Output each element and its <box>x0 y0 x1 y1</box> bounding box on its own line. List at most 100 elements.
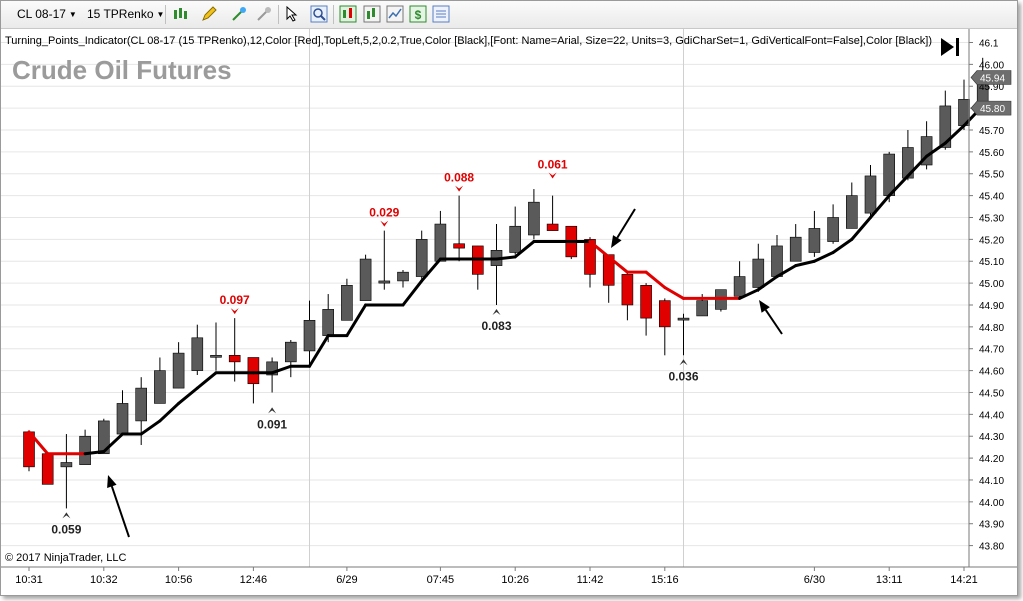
copyright-text: © 2017 NinjaTrader, LLC <box>5 552 126 564</box>
y-tick-label: 45.30 <box>979 213 1004 224</box>
candle-body <box>191 337 204 371</box>
candle-body <box>640 285 652 319</box>
y-tick-label: 43.80 <box>979 542 1004 553</box>
candle <box>172 342 185 389</box>
candle-body <box>509 225 522 253</box>
dollar-icon[interactable]: $ <box>409 5 427 23</box>
trailing-stop-segment <box>794 259 816 268</box>
price-marker-label: 45.94 <box>980 73 1005 84</box>
candle-body <box>322 309 335 336</box>
toolbar-divider <box>278 5 279 24</box>
candlestick-style-icon[interactable] <box>172 5 190 23</box>
candle <box>116 390 129 435</box>
candle-body <box>453 243 465 249</box>
draw-objects-icon[interactable] <box>255 5 273 23</box>
candle <box>434 210 447 262</box>
candle-body <box>116 403 129 435</box>
candle-body <box>789 236 802 262</box>
candle-body <box>359 258 372 301</box>
candle-body <box>902 147 914 179</box>
strategy-icon[interactable] <box>363 5 381 23</box>
candle-body <box>733 276 746 297</box>
trailing-stop-segment <box>906 154 929 178</box>
candle <box>677 313 690 356</box>
candle <box>528 189 540 240</box>
candle-body <box>696 300 709 317</box>
candle <box>752 243 765 292</box>
toolbar-divider <box>333 5 334 24</box>
trailing-stop-segment <box>588 240 611 259</box>
scroll-to-end-icon[interactable] <box>941 38 959 56</box>
period-selector[interactable]: 15 TPRenko ▼ <box>87 7 165 21</box>
candle <box>228 318 241 382</box>
turning-point-high-icon <box>230 308 239 315</box>
arrow-shaft <box>616 208 636 239</box>
trailing-stop-segment <box>607 255 629 274</box>
turning-point-label: 0.088 <box>444 171 474 185</box>
x-tick-label: 13:11 <box>876 574 903 586</box>
y-tick-label: 44.50 <box>979 388 1004 399</box>
candle-body <box>845 195 858 229</box>
chart-title: Crude Oil Futures <box>12 55 232 85</box>
candle <box>715 289 727 312</box>
turning-point-marker: 0.061 <box>538 157 568 179</box>
properties-icon[interactable] <box>432 5 450 23</box>
turning-point-low-icon <box>62 512 71 519</box>
turning-point-label: 0.061 <box>538 157 568 171</box>
y-tick-label: 44.70 <box>979 345 1004 356</box>
candle <box>60 434 73 509</box>
trailing-stop-segment <box>869 194 891 219</box>
candle-body <box>827 217 839 242</box>
candle-body <box>397 271 409 282</box>
annotation-arrow-icon <box>107 475 130 538</box>
trailing-stop-segment <box>925 141 947 158</box>
x-tick-label: 12:46 <box>240 574 268 586</box>
candle <box>808 210 821 257</box>
y-tick-label: 45.50 <box>979 170 1004 181</box>
trailing-stop-segment <box>495 255 517 261</box>
candle-body <box>41 453 54 485</box>
x-tick-label: 10:31 <box>15 574 43 586</box>
trailing-stop-segment <box>756 275 779 292</box>
candle-body <box>98 420 110 455</box>
arrow-head <box>107 475 117 488</box>
candle <box>453 195 465 262</box>
candle-body <box>228 354 241 363</box>
chart-trader-icon[interactable] <box>339 5 357 23</box>
cursor-icon[interactable] <box>284 5 302 23</box>
candle-body <box>864 175 877 214</box>
chart-toolbar: CL 08-17 ▼ 15 TPRenko ▼ <box>1 1 1017 29</box>
trailing-stop-segment <box>738 288 760 300</box>
candle-body <box>621 274 634 306</box>
turning-point-label: 0.091 <box>257 417 287 431</box>
arrow-head <box>759 300 770 313</box>
instrument-selector[interactable]: CL 08-17 ▼ <box>17 7 77 21</box>
candle <box>902 129 914 181</box>
y-tick-label: 45.10 <box>979 257 1004 268</box>
trailing-stop-segment <box>775 264 798 279</box>
x-tick-label: 6/29 <box>336 574 357 586</box>
price-marker: 45.94 <box>970 70 1012 85</box>
trailing-stop-segment <box>27 430 50 456</box>
trailing-stop-segment <box>158 401 181 423</box>
trailing-stop-segment <box>887 174 910 198</box>
candle <box>359 254 372 301</box>
turning-point-marker: 0.036 <box>668 359 699 383</box>
trailing-stop-segment <box>420 257 442 283</box>
candle-body <box>303 319 316 352</box>
y-tick-label: 45.00 <box>979 279 1004 290</box>
y-tick-label: 43.90 <box>979 520 1004 531</box>
magic-wand-icon[interactable] <box>230 5 248 23</box>
indicator-icon[interactable] <box>386 5 404 23</box>
x-tick-label: 6/30 <box>804 574 825 586</box>
candle <box>771 234 783 277</box>
trailing-stop-segment <box>943 124 966 145</box>
zoom-icon[interactable] <box>310 5 328 23</box>
pencil-icon[interactable] <box>200 5 218 23</box>
trailing-stop-segment <box>850 215 872 241</box>
turning-point-marker: 0.097 <box>220 293 250 315</box>
x-tick-label: 07:45 <box>427 574 455 586</box>
candle <box>939 90 952 150</box>
